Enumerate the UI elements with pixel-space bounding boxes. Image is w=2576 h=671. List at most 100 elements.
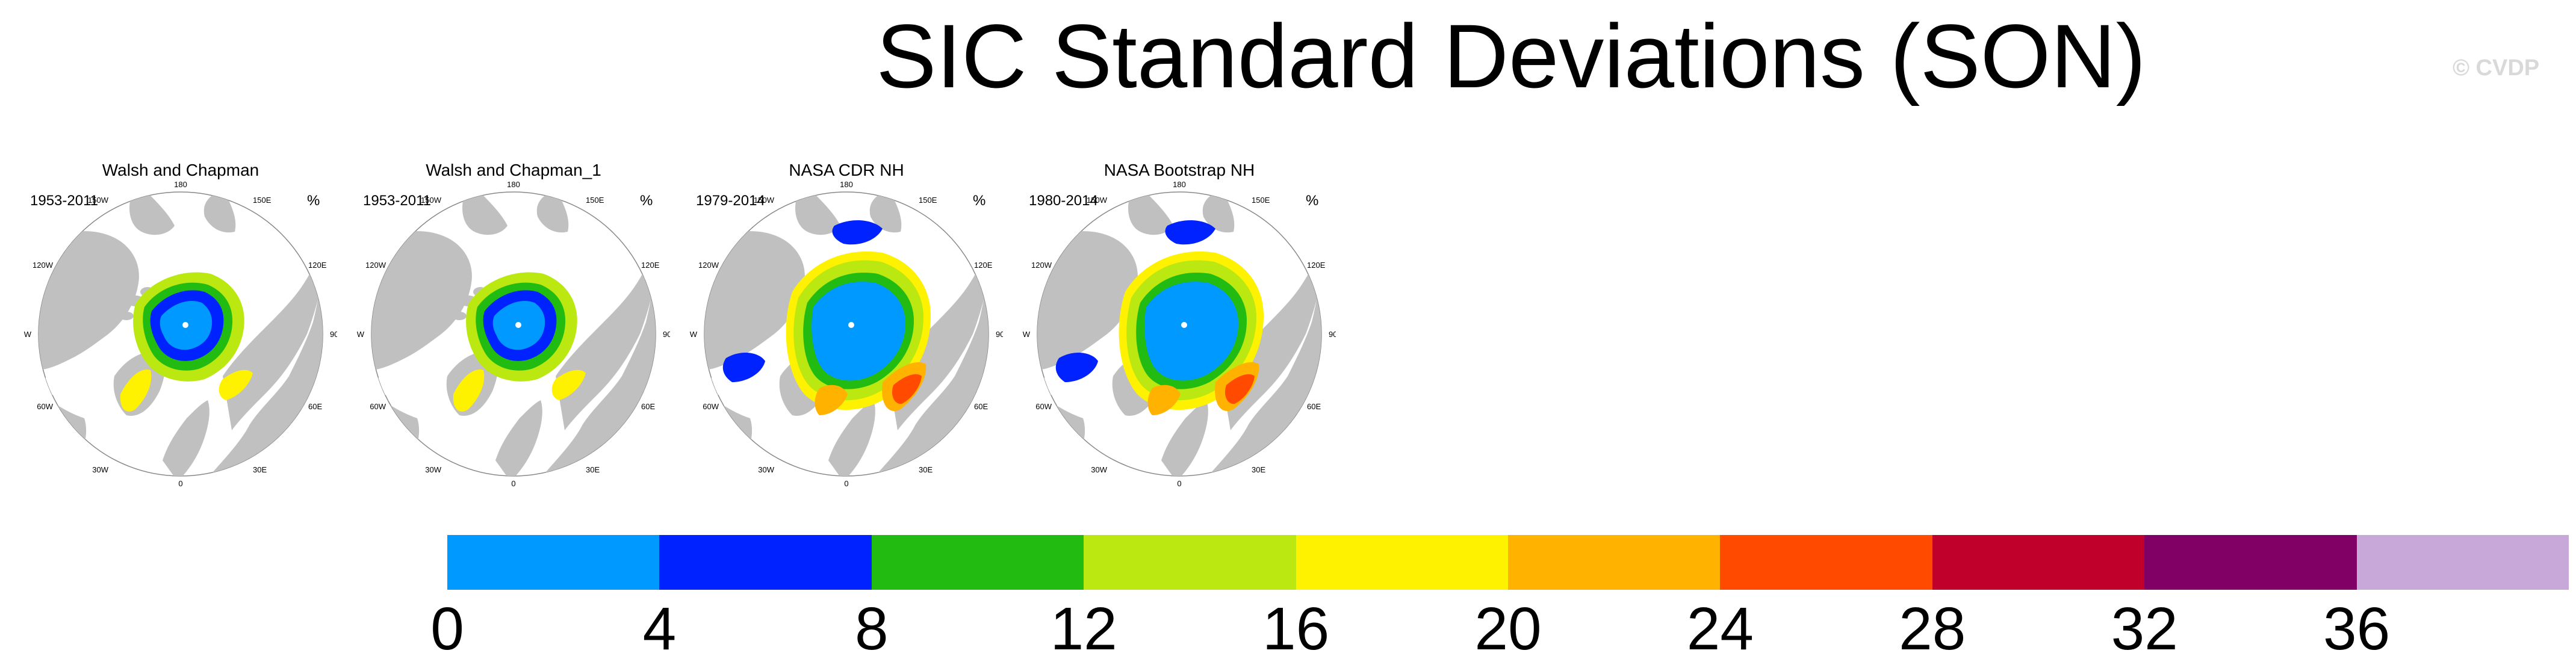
map-panel: NASA CDR NH 1979-2014% 180 0 90W 90E 150W 120W 6… bbox=[690, 153, 1003, 502]
ice-band-16 bbox=[120, 370, 152, 412]
bering-ice bbox=[832, 220, 883, 245]
colorbar-tick-label: 16 bbox=[1262, 595, 1330, 663]
lon-label-upper-left-1: 150W bbox=[1087, 196, 1108, 205]
lon-label-upper-left-1: 150W bbox=[421, 196, 442, 205]
lon-label-lower-right-1: 60E bbox=[641, 402, 655, 411]
colorbar-tick-label: 24 bbox=[1686, 595, 1754, 663]
ice-band-0 bbox=[812, 282, 905, 381]
lon-label-upper-right-1: 150E bbox=[586, 196, 604, 205]
lon-label-top: 180 bbox=[840, 180, 853, 189]
colorbar-segment bbox=[1932, 535, 2145, 590]
lon-label-lower-right-1: 60E bbox=[974, 402, 988, 411]
ice-band-24 bbox=[892, 374, 922, 404]
lon-label-upper-left-2: 120W bbox=[33, 261, 54, 270]
pole-hole bbox=[182, 322, 188, 328]
pole-hole bbox=[515, 322, 521, 328]
colorbar-tick-label: 32 bbox=[2111, 595, 2178, 663]
colorbar-segment bbox=[871, 535, 1084, 590]
lon-label-lower-left-1: 60W bbox=[370, 402, 386, 411]
ice-band-20-b bbox=[815, 385, 848, 415]
lon-label-top: 180 bbox=[1173, 180, 1186, 189]
colorbar-segment bbox=[2356, 535, 2569, 590]
colorbar-segment bbox=[447, 535, 660, 590]
colorbar-tick-label: 28 bbox=[1899, 595, 1966, 663]
lon-label-right: 90E bbox=[663, 330, 670, 339]
lon-label-upper-left-1: 150W bbox=[754, 196, 775, 205]
scandinavia-land bbox=[495, 400, 542, 476]
lon-label-upper-left-2: 120W bbox=[1031, 261, 1052, 270]
panel-title: Walsh and Chapman_1 bbox=[426, 161, 601, 179]
siberia-land bbox=[223, 256, 323, 430]
lon-label-upper-right-1: 150E bbox=[253, 196, 272, 205]
lon-label-upper-right-2: 120E bbox=[1307, 261, 1326, 270]
alaska-land bbox=[1128, 192, 1173, 235]
lon-label-left: 90W bbox=[24, 330, 32, 339]
north-america-land bbox=[371, 231, 472, 370]
panel-unit: % bbox=[973, 193, 986, 209]
colorbar-tick-label: 0 bbox=[430, 595, 464, 663]
colorbar-tick-label: 12 bbox=[1050, 595, 1117, 663]
lon-label-lower-right-1: 60E bbox=[308, 402, 322, 411]
panel-unit: % bbox=[640, 193, 653, 209]
lon-label-lower-right-2: 30E bbox=[919, 465, 933, 474]
colorbar-segment bbox=[659, 535, 872, 590]
colorbar-labels: 0 4 8 12 16 20 24 28 32 36 bbox=[0, 593, 2576, 671]
colorbar-segment bbox=[1084, 535, 1296, 590]
scandinavia-land bbox=[163, 400, 209, 476]
ice-band-20-b bbox=[1147, 385, 1181, 415]
hudson-ice bbox=[722, 352, 765, 382]
polar-map: 180 0 90W 90E 150W 120W 60W 30W 150E 120E 60E 30E bbox=[1023, 180, 1336, 488]
panel-years: 1953-2011 bbox=[30, 193, 98, 209]
ice-band-16-b bbox=[551, 370, 586, 400]
colorbar-segment bbox=[1296, 535, 1509, 590]
lon-label-top: 180 bbox=[174, 180, 187, 189]
lon-label-lower-left-1: 60W bbox=[37, 402, 53, 411]
island-land bbox=[452, 312, 467, 320]
lon-label-lower-right-1: 60E bbox=[1307, 402, 1321, 411]
lon-label-upper-left-1: 150W bbox=[88, 196, 109, 205]
panel-title: NASA Bootstrap NH bbox=[1103, 161, 1255, 179]
lon-label-upper-left-2: 120W bbox=[698, 261, 719, 270]
colorbar-tick-label: 20 bbox=[1474, 595, 1542, 663]
panel-title: NASA CDR NH bbox=[789, 161, 904, 179]
bering-ice bbox=[1165, 220, 1215, 245]
alaska-land bbox=[129, 192, 175, 235]
lon-label-lower-left-2: 30W bbox=[758, 465, 774, 474]
lon-label-bottom: 0 bbox=[511, 479, 515, 488]
lon-label-upper-right-2: 120E bbox=[641, 261, 660, 270]
watermark: © CVDP bbox=[2453, 55, 2540, 81]
pole-hole bbox=[848, 322, 854, 328]
polar-map: 180 0 90W 90E 150W 120W 60W 30W 150E 120E 60E 30E bbox=[24, 180, 337, 488]
lon-label-bottom: 0 bbox=[1177, 479, 1181, 488]
alaska-land bbox=[795, 192, 840, 235]
north-america-land bbox=[704, 231, 805, 370]
colorbar-tick-label: 8 bbox=[854, 595, 889, 663]
lon-label-right: 90E bbox=[996, 330, 1003, 339]
chukotka-land bbox=[1202, 192, 1235, 233]
hudson-bay bbox=[375, 363, 426, 398]
lon-label-lower-right-2: 30E bbox=[253, 465, 267, 474]
ice-band-16 bbox=[453, 370, 485, 412]
colorbar bbox=[447, 535, 2569, 590]
lon-label-top: 180 bbox=[507, 180, 520, 189]
figure-title: SIC Standard Deviations (SON) bbox=[876, 5, 2146, 107]
colorbar-segment bbox=[1720, 535, 1932, 590]
lon-label-lower-left-1: 60W bbox=[703, 402, 719, 411]
lon-label-right: 90E bbox=[1329, 330, 1336, 339]
alaska-land bbox=[462, 192, 507, 235]
lon-label-lower-left-1: 60W bbox=[1035, 402, 1052, 411]
chukotka-land bbox=[869, 192, 902, 233]
pole-hole bbox=[1181, 322, 1187, 328]
lon-label-right: 90E bbox=[330, 330, 337, 339]
map-panel: NASA Bootstrap NH 1980-2014% 180 0 90W 90E 150… bbox=[1023, 153, 1336, 502]
lon-label-upper-right-1: 150E bbox=[919, 196, 937, 205]
scandinavia-land bbox=[828, 400, 875, 476]
lon-label-lower-left-2: 30W bbox=[425, 465, 441, 474]
ice-band-0 bbox=[1144, 282, 1238, 381]
lon-label-left: 90W bbox=[1023, 330, 1031, 339]
lon-label-upper-left-2: 120W bbox=[365, 261, 386, 270]
lon-label-upper-right-2: 120E bbox=[308, 261, 327, 270]
lon-label-upper-right-1: 150E bbox=[1252, 196, 1270, 205]
colorbar-tick-label: 4 bbox=[642, 595, 677, 663]
